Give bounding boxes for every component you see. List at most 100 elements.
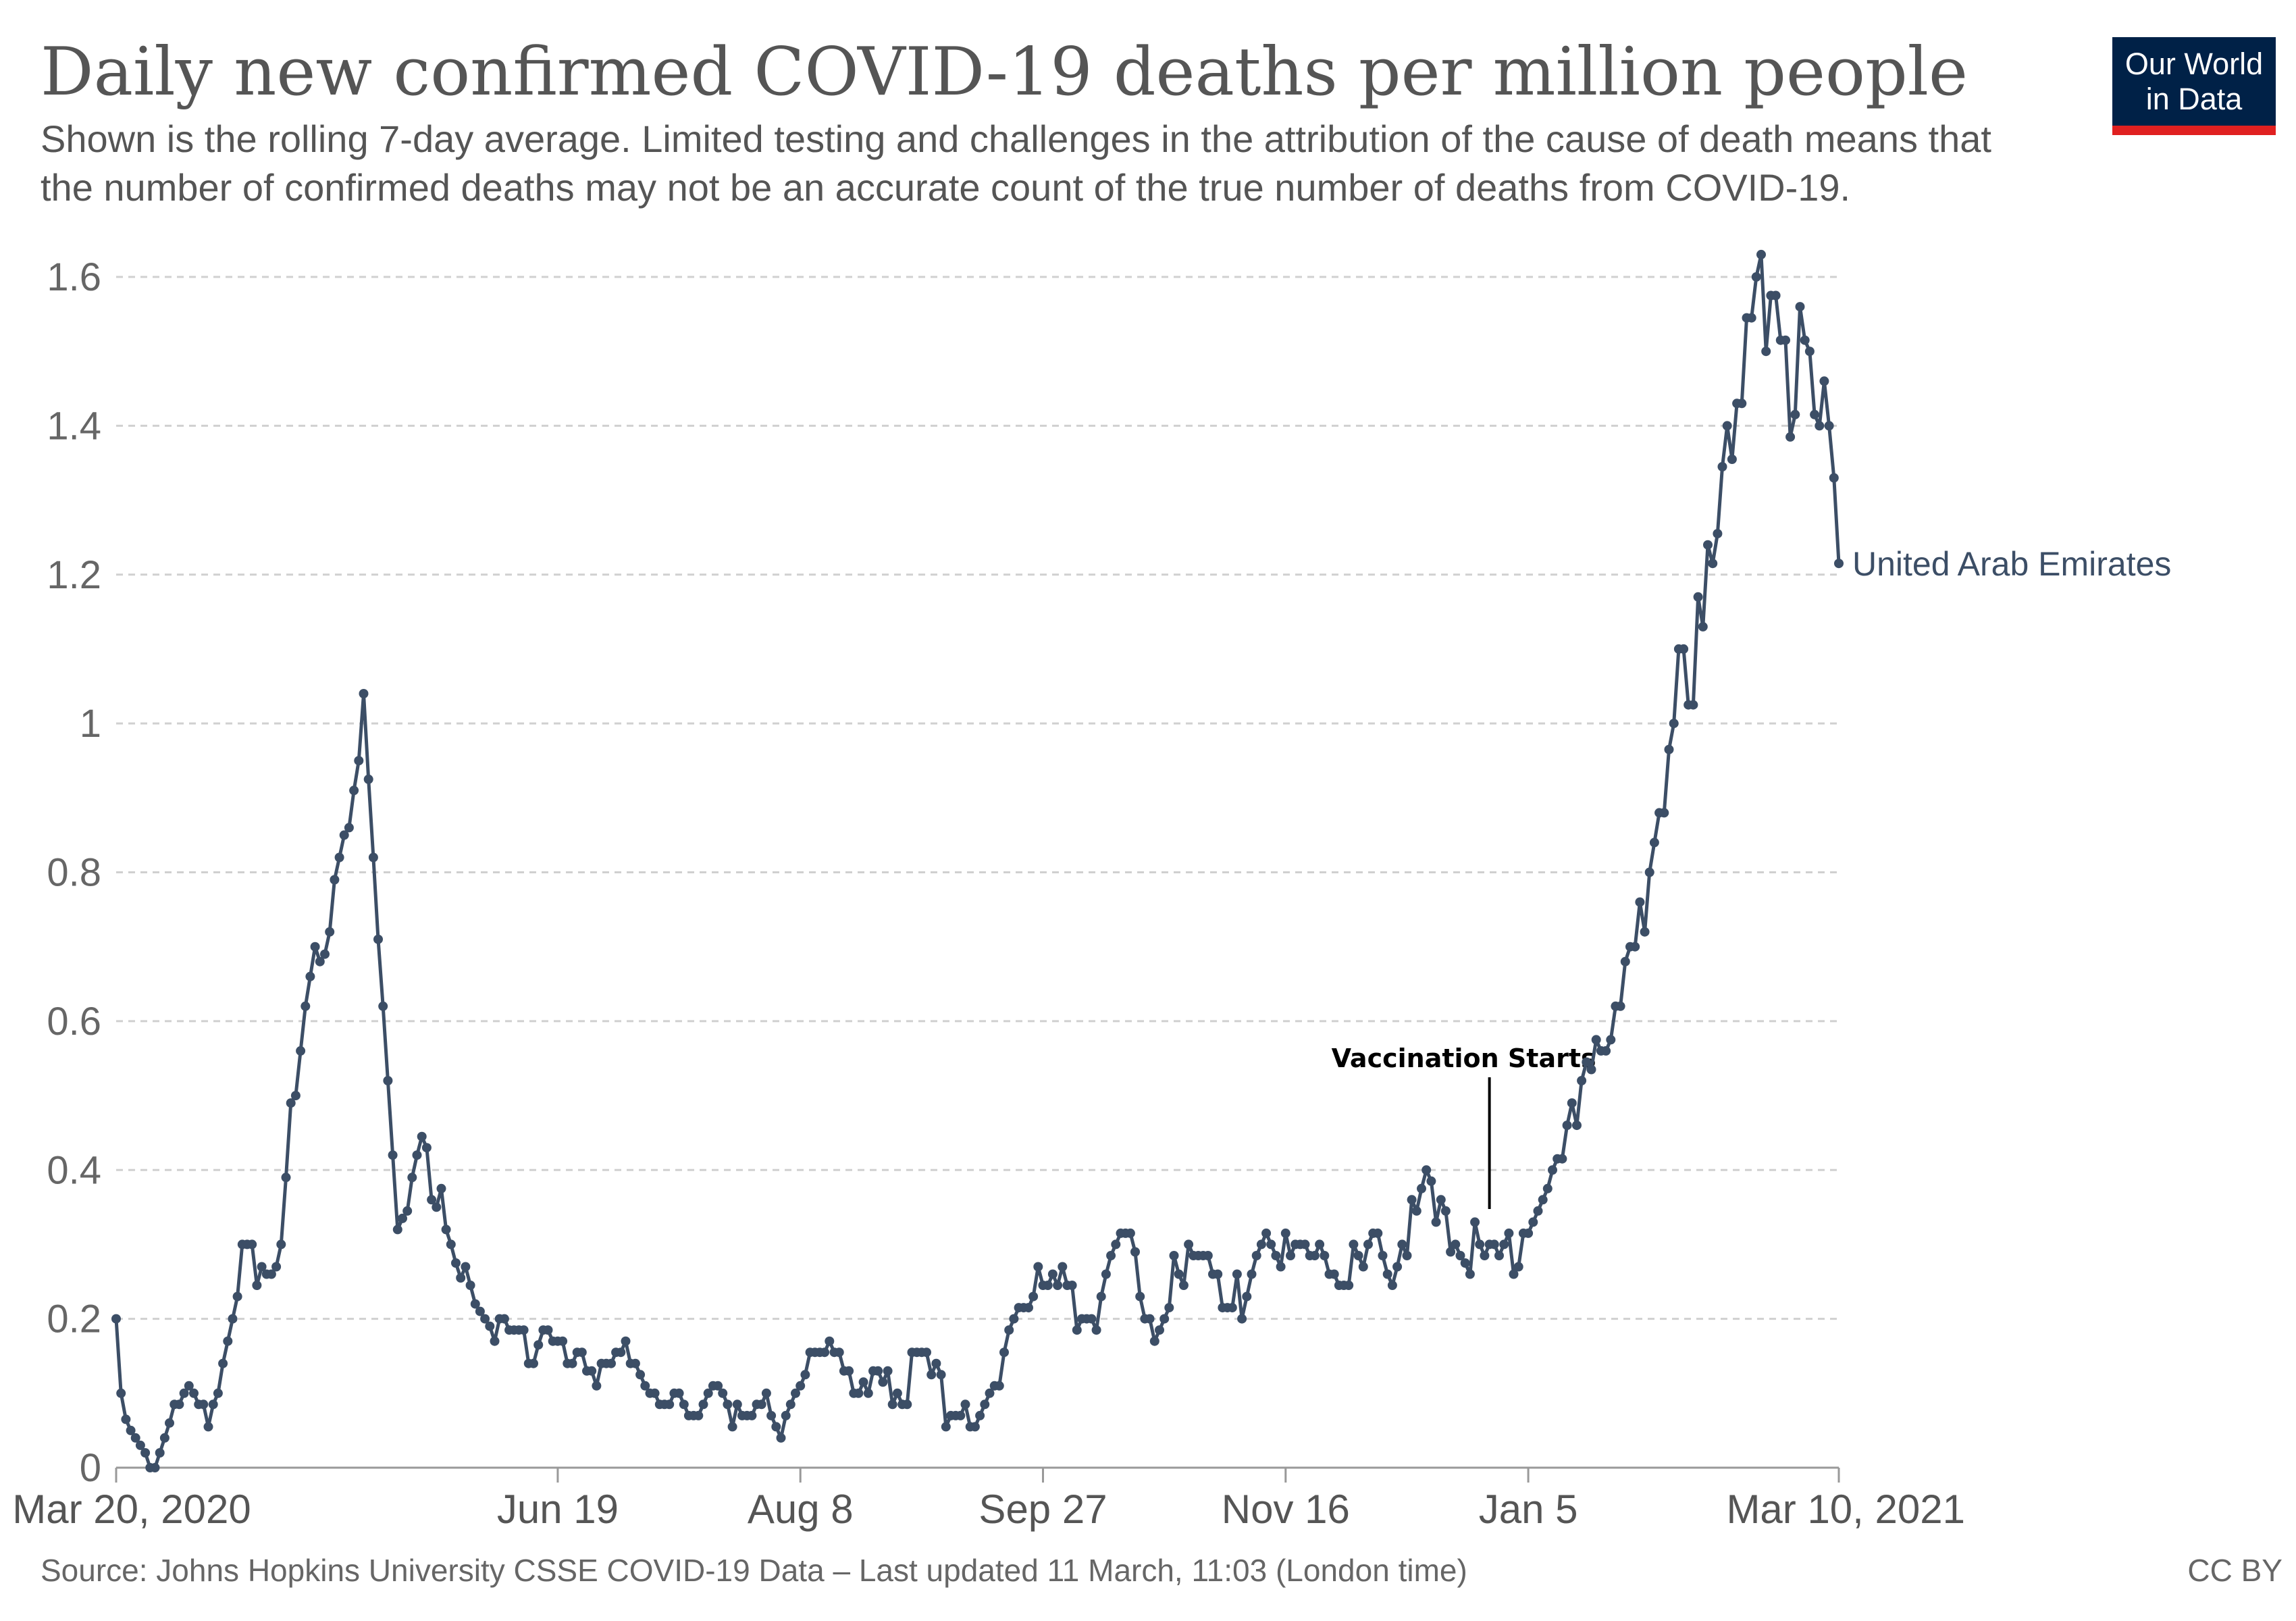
data-point bbox=[1819, 376, 1829, 386]
data-point bbox=[1557, 1154, 1567, 1164]
data-point bbox=[126, 1425, 136, 1435]
data-point bbox=[257, 1262, 267, 1272]
data-point bbox=[228, 1314, 238, 1324]
data-point bbox=[1475, 1239, 1485, 1250]
data-point bbox=[519, 1325, 529, 1335]
data-point bbox=[795, 1381, 806, 1391]
data-point bbox=[674, 1388, 684, 1398]
data-point bbox=[378, 1001, 388, 1011]
data-point bbox=[1382, 1269, 1392, 1279]
data-point bbox=[1320, 1251, 1330, 1260]
data-point bbox=[1101, 1269, 1111, 1279]
data-point bbox=[1644, 867, 1654, 877]
data-point bbox=[368, 852, 378, 863]
data-point bbox=[1417, 1183, 1426, 1193]
data-point bbox=[1717, 462, 1727, 471]
data-point bbox=[1562, 1121, 1572, 1131]
data-point bbox=[543, 1325, 553, 1335]
data-point bbox=[1804, 346, 1815, 357]
data-point bbox=[1280, 1228, 1290, 1238]
owid-logo[interactable]: Our World in Data bbox=[2112, 37, 2276, 135]
data-point bbox=[470, 1299, 480, 1309]
data-point bbox=[266, 1269, 276, 1279]
data-point bbox=[213, 1388, 223, 1398]
data-point bbox=[1591, 1035, 1601, 1045]
data-point bbox=[533, 1340, 544, 1350]
x-tick-label: Nov 16 bbox=[1222, 1487, 1350, 1532]
data-point bbox=[1688, 700, 1698, 710]
data-point bbox=[1353, 1251, 1363, 1260]
data-point bbox=[1309, 1251, 1320, 1260]
data-point bbox=[325, 927, 335, 937]
data-point bbox=[1572, 1121, 1582, 1131]
data-point bbox=[922, 1347, 931, 1358]
data-point bbox=[165, 1418, 174, 1428]
data-point bbox=[208, 1399, 218, 1410]
data-point bbox=[412, 1150, 422, 1160]
data-point bbox=[1538, 1195, 1548, 1205]
data-point bbox=[791, 1388, 800, 1398]
data-point bbox=[883, 1366, 893, 1376]
data-point bbox=[727, 1422, 737, 1432]
data-point bbox=[1402, 1251, 1412, 1260]
data-point bbox=[1480, 1251, 1490, 1260]
data-point bbox=[1746, 313, 1756, 323]
data-point bbox=[558, 1336, 568, 1346]
data-point bbox=[718, 1388, 728, 1398]
data-point bbox=[189, 1388, 199, 1398]
data-point bbox=[1421, 1165, 1432, 1175]
data-point bbox=[1096, 1291, 1106, 1302]
data-point bbox=[1373, 1228, 1383, 1238]
y-tick-label: 0.8 bbox=[47, 851, 101, 895]
data-point bbox=[388, 1150, 398, 1160]
data-point bbox=[135, 1440, 145, 1450]
data-point bbox=[417, 1131, 427, 1141]
data-point bbox=[723, 1399, 733, 1410]
data-point bbox=[199, 1399, 209, 1410]
data-point bbox=[892, 1388, 902, 1398]
data-point bbox=[1125, 1228, 1135, 1238]
data-point bbox=[1499, 1239, 1509, 1250]
data-point bbox=[354, 756, 364, 766]
data-point bbox=[281, 1173, 291, 1183]
data-point bbox=[1790, 409, 1800, 419]
x-tick-label: Jan 5 bbox=[1479, 1487, 1578, 1532]
data-point bbox=[781, 1410, 791, 1420]
data-point bbox=[1237, 1314, 1247, 1324]
license-link[interactable]: CC BY bbox=[2187, 1553, 2282, 1588]
data-point bbox=[1455, 1251, 1465, 1260]
data-point bbox=[1824, 421, 1834, 431]
data-point bbox=[349, 786, 359, 796]
data-point bbox=[1387, 1281, 1397, 1290]
data-point bbox=[155, 1448, 165, 1458]
data-point bbox=[1300, 1239, 1310, 1250]
data-point bbox=[1465, 1269, 1475, 1279]
chart-subtitle: Shown is the rolling 7-day average. Limi… bbox=[41, 118, 1991, 209]
y-tick-label: 1.4 bbox=[47, 404, 101, 448]
data-point bbox=[698, 1399, 708, 1410]
data-point bbox=[1431, 1217, 1441, 1227]
x-tick-label: Aug 8 bbox=[748, 1487, 854, 1532]
y-tick-label: 1.6 bbox=[47, 255, 101, 299]
data-point bbox=[887, 1399, 897, 1410]
data-point bbox=[1024, 1303, 1033, 1313]
data-point bbox=[630, 1358, 640, 1368]
data-point bbox=[480, 1314, 490, 1324]
data-point bbox=[1800, 335, 1810, 345]
data-point bbox=[1135, 1291, 1145, 1302]
data-point bbox=[664, 1399, 675, 1410]
data-point bbox=[975, 1410, 985, 1420]
data-point bbox=[941, 1422, 951, 1432]
data-point bbox=[436, 1183, 446, 1193]
data-point bbox=[1329, 1269, 1339, 1279]
data-point bbox=[1815, 421, 1825, 431]
data-point bbox=[116, 1388, 126, 1398]
data-point bbox=[863, 1388, 873, 1398]
y-tick-label: 0 bbox=[80, 1446, 101, 1490]
data-point bbox=[334, 852, 344, 863]
data-point bbox=[1315, 1239, 1325, 1250]
data-point bbox=[402, 1206, 413, 1216]
data-point bbox=[679, 1399, 689, 1410]
data-point bbox=[1451, 1239, 1461, 1250]
